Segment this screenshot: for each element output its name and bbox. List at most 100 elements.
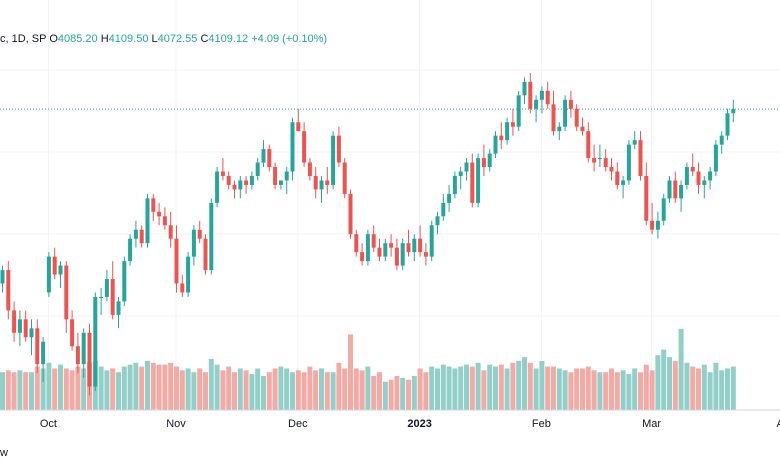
candle [406, 229, 411, 257]
candle-body [12, 310, 17, 333]
candle-body [400, 243, 405, 266]
candle [99, 287, 104, 315]
candle-body [667, 180, 672, 199]
candle-body [574, 108, 579, 127]
volume-bar [156, 364, 162, 410]
candle-body [133, 229, 138, 239]
candle-body [713, 144, 718, 172]
volume-bar [696, 368, 701, 410]
volume-bar [568, 372, 574, 410]
candle-body [139, 229, 144, 244]
candle-body [87, 332, 92, 387]
candles [0, 72, 736, 396]
volume-bar [725, 368, 730, 410]
volume-bar [307, 366, 313, 410]
candle-body [52, 256, 57, 275]
candle-body [650, 220, 655, 230]
time-axis-label: Dec [288, 418, 308, 430]
candle [296, 108, 301, 132]
volume-bar [261, 376, 266, 410]
candle-body [423, 252, 428, 257]
candle-body [116, 301, 121, 315]
candle-body [249, 175, 254, 185]
candle-body [568, 99, 573, 109]
candle [139, 225, 144, 248]
volume-bar [533, 368, 539, 410]
candle [255, 158, 260, 181]
candle [41, 337, 46, 383]
candle-body [505, 122, 510, 141]
volume-bar [684, 362, 690, 410]
candle-body [157, 211, 162, 217]
high-value: 4109.50 [108, 33, 149, 45]
candle [655, 211, 660, 239]
candle-body [81, 332, 86, 365]
candle [46, 252, 51, 297]
candle-body [493, 135, 498, 154]
volume-bar [388, 379, 394, 410]
volume-bar [40, 368, 46, 410]
candle [0, 265, 5, 293]
volume-bar [678, 328, 684, 410]
volume-bar [551, 366, 556, 410]
volume-bar [435, 368, 440, 410]
volume-bar [11, 372, 17, 410]
volume-bar [580, 368, 585, 410]
candle-body [261, 149, 266, 163]
volume-bar [63, 368, 69, 410]
candle [667, 175, 672, 203]
volume-bar [626, 374, 632, 410]
candle [499, 122, 504, 150]
volume-bar [116, 372, 121, 410]
symbol-info: c, 1D, SP [0, 33, 47, 45]
candle [238, 175, 243, 199]
candle-body [35, 328, 40, 365]
candle-body [331, 135, 336, 185]
volume-bar [0, 372, 5, 410]
candle [719, 131, 724, 154]
volume-bar [556, 368, 562, 410]
candle [632, 131, 637, 150]
candle [52, 247, 57, 280]
candle-body [586, 131, 591, 159]
candle [87, 323, 92, 396]
candle-body [0, 270, 5, 284]
candle-body [64, 265, 69, 320]
volume-bar [313, 370, 319, 410]
volume-bar [284, 368, 290, 410]
candle-body [215, 171, 220, 203]
candle-body [174, 238, 179, 284]
candle-body [499, 135, 504, 141]
candle [713, 140, 718, 176]
candle-body [354, 234, 359, 253]
candle-body [58, 265, 63, 275]
candle-body [725, 113, 730, 136]
candle [145, 193, 150, 248]
candle [696, 162, 701, 194]
candle-body [609, 167, 614, 172]
candle-body [17, 319, 22, 333]
candle-body [244, 180, 249, 185]
candle [638, 131, 643, 181]
candle [481, 144, 486, 176]
candle [313, 167, 318, 199]
volume-bar [493, 366, 498, 410]
candle-body [516, 95, 521, 127]
volume-bar [220, 370, 226, 410]
candle [273, 162, 278, 190]
candle-body [452, 175, 457, 194]
candle [418, 225, 423, 257]
candle [684, 162, 689, 190]
volume-bar [406, 379, 411, 410]
candle-body [638, 140, 643, 176]
close-value: 4109.12 [208, 33, 249, 45]
candle-body [702, 180, 707, 185]
volume-bar [98, 366, 104, 410]
volume-bar [655, 355, 661, 410]
candle [383, 238, 388, 262]
candle-body [278, 180, 283, 185]
volume-bar [336, 362, 342, 410]
candle-body [418, 238, 423, 253]
candle [302, 122, 307, 168]
